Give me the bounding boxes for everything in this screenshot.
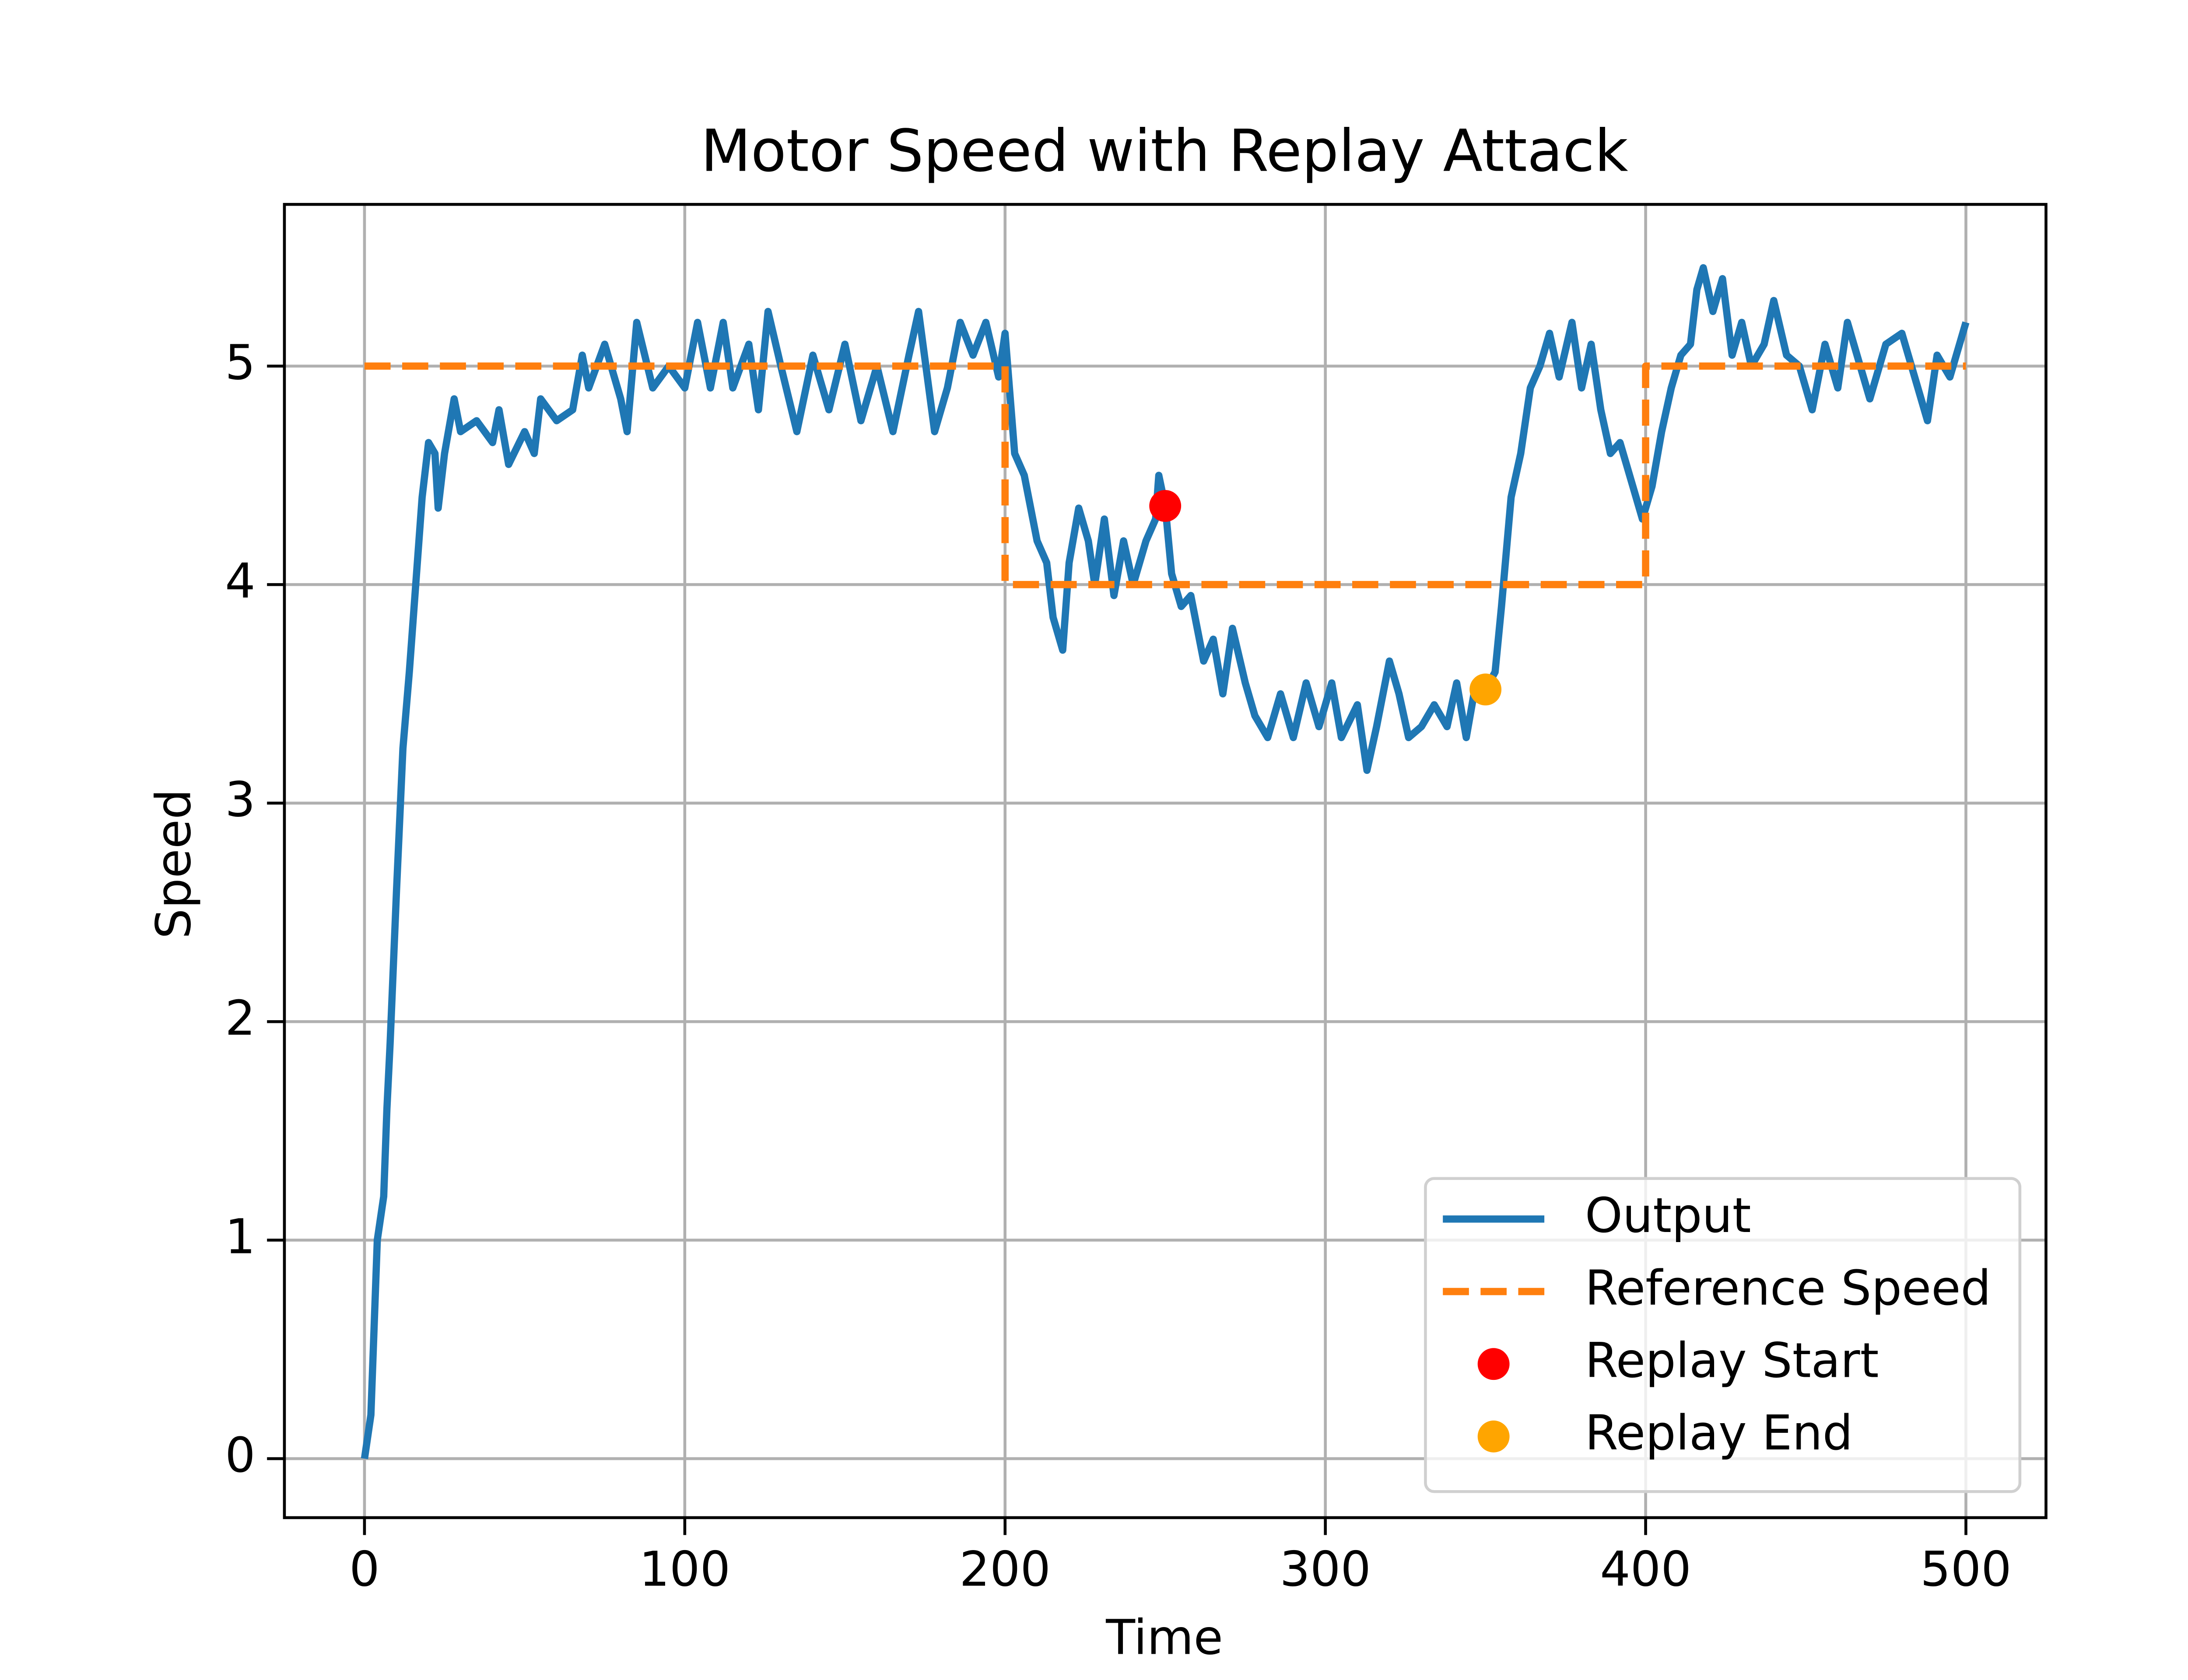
legend-swatch — [1477, 1348, 1510, 1380]
legend-swatch — [1477, 1420, 1510, 1452]
legend: Output Reference Speed Replay Start Replay … — [1424, 1177, 2022, 1493]
line — [364, 362, 1966, 588]
legend-label: Output — [1585, 1188, 1751, 1243]
y-tick-label: 2 — [225, 990, 256, 1046]
y-tick-label: 5 — [225, 335, 256, 391]
axes-frame — [283, 203, 2048, 1519]
y-tick-label: 4 — [225, 553, 256, 609]
x-tick-label: 500 — [1920, 1542, 2012, 1597]
marker — [1469, 673, 1502, 706]
legend-label: Replay End — [1585, 1405, 1853, 1461]
legend-box — [1424, 1177, 2022, 1493]
y-tick-label: 0 — [225, 1428, 256, 1483]
x-axis-label: Time — [1105, 1610, 1223, 1665]
legend-label: Reference Speed — [1585, 1260, 1991, 1316]
x-tick-label: 300 — [1280, 1542, 1371, 1597]
y-tick-label: 1 — [225, 1209, 256, 1264]
chart-title: Motor Speed with Replay Attack — [701, 118, 1628, 185]
marker — [1149, 490, 1182, 522]
x-tick-label: 0 — [349, 1542, 380, 1597]
y-tick-label: 3 — [225, 772, 256, 827]
plot-area — [361, 264, 1970, 1460]
x-tick-label: 200 — [959, 1542, 1051, 1597]
x-tick-label: 400 — [1600, 1542, 1691, 1597]
y-axis-label: Speed — [146, 789, 202, 939]
x-tick-label: 100 — [639, 1542, 730, 1597]
legend-label: Replay Start — [1585, 1333, 1879, 1389]
